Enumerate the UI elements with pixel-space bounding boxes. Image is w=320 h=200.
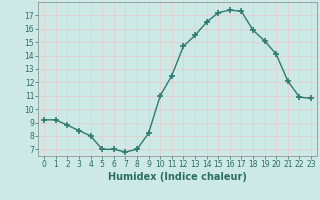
X-axis label: Humidex (Indice chaleur): Humidex (Indice chaleur) <box>108 172 247 182</box>
